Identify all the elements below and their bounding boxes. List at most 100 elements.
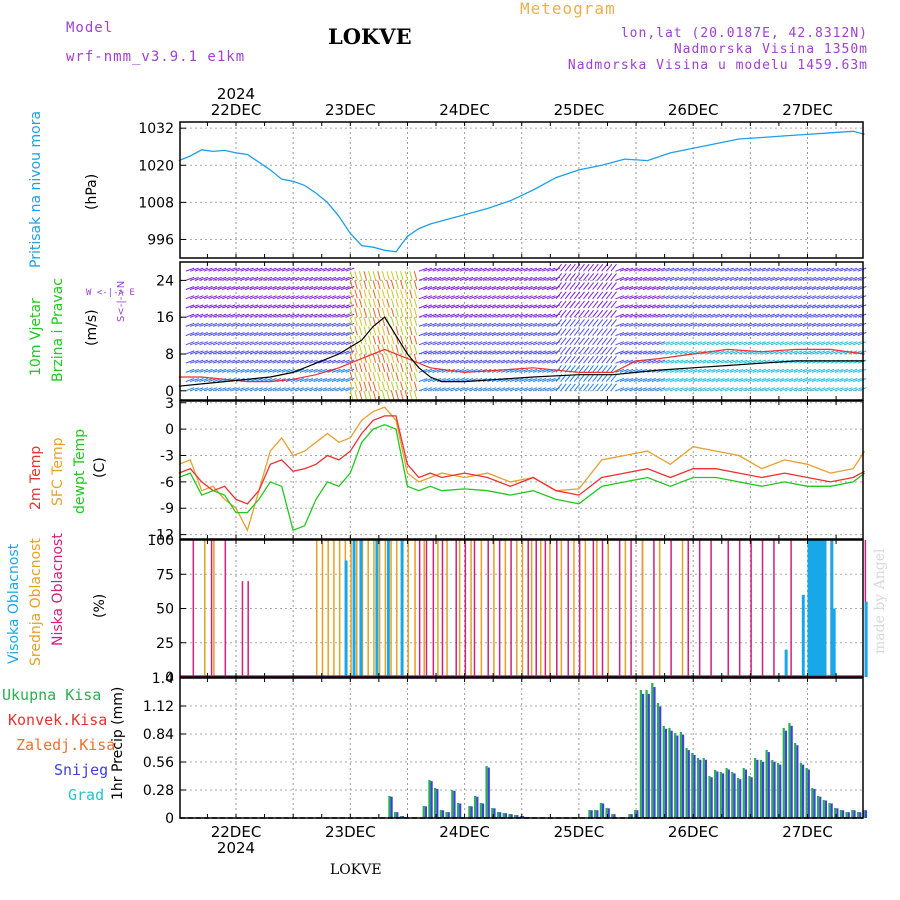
wind-barb bbox=[611, 292, 617, 299]
precip-bar bbox=[703, 758, 705, 818]
y-tick-label: 25 bbox=[156, 636, 174, 652]
wind-barb bbox=[597, 356, 603, 363]
wind-barb bbox=[396, 308, 398, 317]
precip-snow-bar bbox=[648, 694, 650, 818]
wind-barb bbox=[611, 264, 617, 271]
wind-barb bbox=[579, 283, 585, 290]
wind-barb bbox=[414, 372, 416, 381]
wind-barb bbox=[382, 326, 384, 335]
wind-barb bbox=[387, 299, 389, 308]
cloud-bar bbox=[247, 581, 249, 677]
wind-barb bbox=[556, 283, 562, 290]
wind-barb bbox=[556, 292, 562, 299]
precip-bar bbox=[423, 806, 425, 818]
cloud-bar bbox=[516, 540, 518, 677]
wind-barb bbox=[593, 283, 599, 290]
precip-bar bbox=[668, 728, 670, 818]
wind-barb bbox=[410, 391, 412, 400]
cloud-bar bbox=[659, 540, 661, 677]
wind-barb bbox=[364, 391, 366, 400]
cloud-bar bbox=[470, 540, 472, 677]
precip-snow-bar bbox=[448, 812, 450, 818]
wind-barb bbox=[364, 271, 366, 280]
wind-barb bbox=[410, 345, 412, 354]
wind-barb bbox=[387, 271, 389, 280]
cloud-bar bbox=[419, 540, 421, 677]
cloud-bar bbox=[433, 540, 435, 677]
wind-barb bbox=[355, 363, 357, 372]
wind-barb bbox=[414, 345, 416, 354]
cloud-bar bbox=[527, 540, 529, 677]
wind-barb bbox=[401, 363, 403, 372]
wind-barb bbox=[401, 317, 403, 326]
cloud-bar bbox=[619, 540, 621, 677]
wind-barb bbox=[561, 273, 567, 280]
precip-bar bbox=[725, 768, 727, 818]
precip-snow-bar bbox=[739, 779, 741, 818]
precip-bar bbox=[857, 812, 859, 818]
wind-barb bbox=[364, 372, 366, 381]
cloud-bar bbox=[387, 540, 390, 677]
wind-barb bbox=[593, 273, 599, 280]
wind-barb bbox=[373, 372, 375, 381]
wind-barb bbox=[410, 290, 412, 299]
wind-barb bbox=[369, 336, 371, 345]
precip-bar bbox=[640, 690, 642, 818]
precip-bar bbox=[714, 770, 716, 818]
wind-barb bbox=[378, 363, 380, 372]
day-label-bottom: 27DEC bbox=[782, 823, 833, 841]
precip-snow-bar bbox=[396, 812, 398, 818]
precip-snow-bar bbox=[831, 803, 833, 818]
wind-barb bbox=[410, 308, 412, 317]
wind-barb bbox=[391, 363, 393, 372]
cloud-bar bbox=[653, 540, 655, 677]
wind-barb bbox=[561, 356, 567, 363]
wind-barb bbox=[414, 290, 416, 299]
day-label-bottom: 25DEC bbox=[554, 823, 605, 841]
wind-barb bbox=[369, 308, 371, 317]
precip-snow-bar bbox=[431, 781, 433, 818]
wind-barb bbox=[565, 301, 571, 308]
wind-barb bbox=[593, 347, 599, 354]
cloud-bar bbox=[625, 540, 627, 677]
cloud-bar bbox=[762, 540, 764, 677]
cloud-bar bbox=[437, 540, 439, 677]
wind-barb bbox=[611, 283, 617, 290]
precip-snow-bar bbox=[819, 797, 821, 818]
precip-bar bbox=[651, 683, 653, 818]
cloud-bar bbox=[531, 540, 533, 677]
cloud-bar bbox=[785, 650, 788, 677]
cloud-bar bbox=[567, 540, 569, 677]
wind-barb bbox=[611, 301, 617, 308]
wind-barb bbox=[396, 363, 398, 372]
wind-barb bbox=[556, 273, 562, 280]
cloud-bar bbox=[359, 540, 362, 677]
wind-barb bbox=[556, 310, 562, 317]
precip-snow-bar bbox=[699, 760, 701, 818]
wind-barb bbox=[561, 301, 567, 308]
wind-barb bbox=[593, 310, 599, 317]
wind-barb bbox=[579, 273, 585, 280]
y-tick-label: 50 bbox=[156, 602, 174, 618]
precip-bar bbox=[754, 758, 756, 818]
wind-barb bbox=[410, 382, 412, 391]
cloud-bar bbox=[802, 595, 805, 677]
wind-barb bbox=[387, 363, 389, 372]
wind-barb bbox=[401, 382, 403, 391]
wind-barb bbox=[597, 283, 603, 290]
wind-barb bbox=[396, 372, 398, 381]
wind-barb bbox=[597, 365, 603, 372]
precip-snow-bar bbox=[665, 729, 667, 818]
wind-barb bbox=[382, 290, 384, 299]
precip-bar bbox=[851, 810, 853, 818]
wind-barb bbox=[396, 317, 398, 326]
y-tick-label: 1032 bbox=[138, 121, 174, 137]
cloud-bar bbox=[396, 540, 398, 677]
wind-barb bbox=[597, 329, 603, 336]
cloud-bar bbox=[474, 540, 476, 677]
precip-snow-bar bbox=[682, 735, 684, 818]
y-tick-label: 0.28 bbox=[143, 783, 174, 799]
precip-bar bbox=[680, 732, 682, 818]
wind-barb bbox=[611, 347, 617, 354]
wind-barb bbox=[414, 326, 416, 335]
